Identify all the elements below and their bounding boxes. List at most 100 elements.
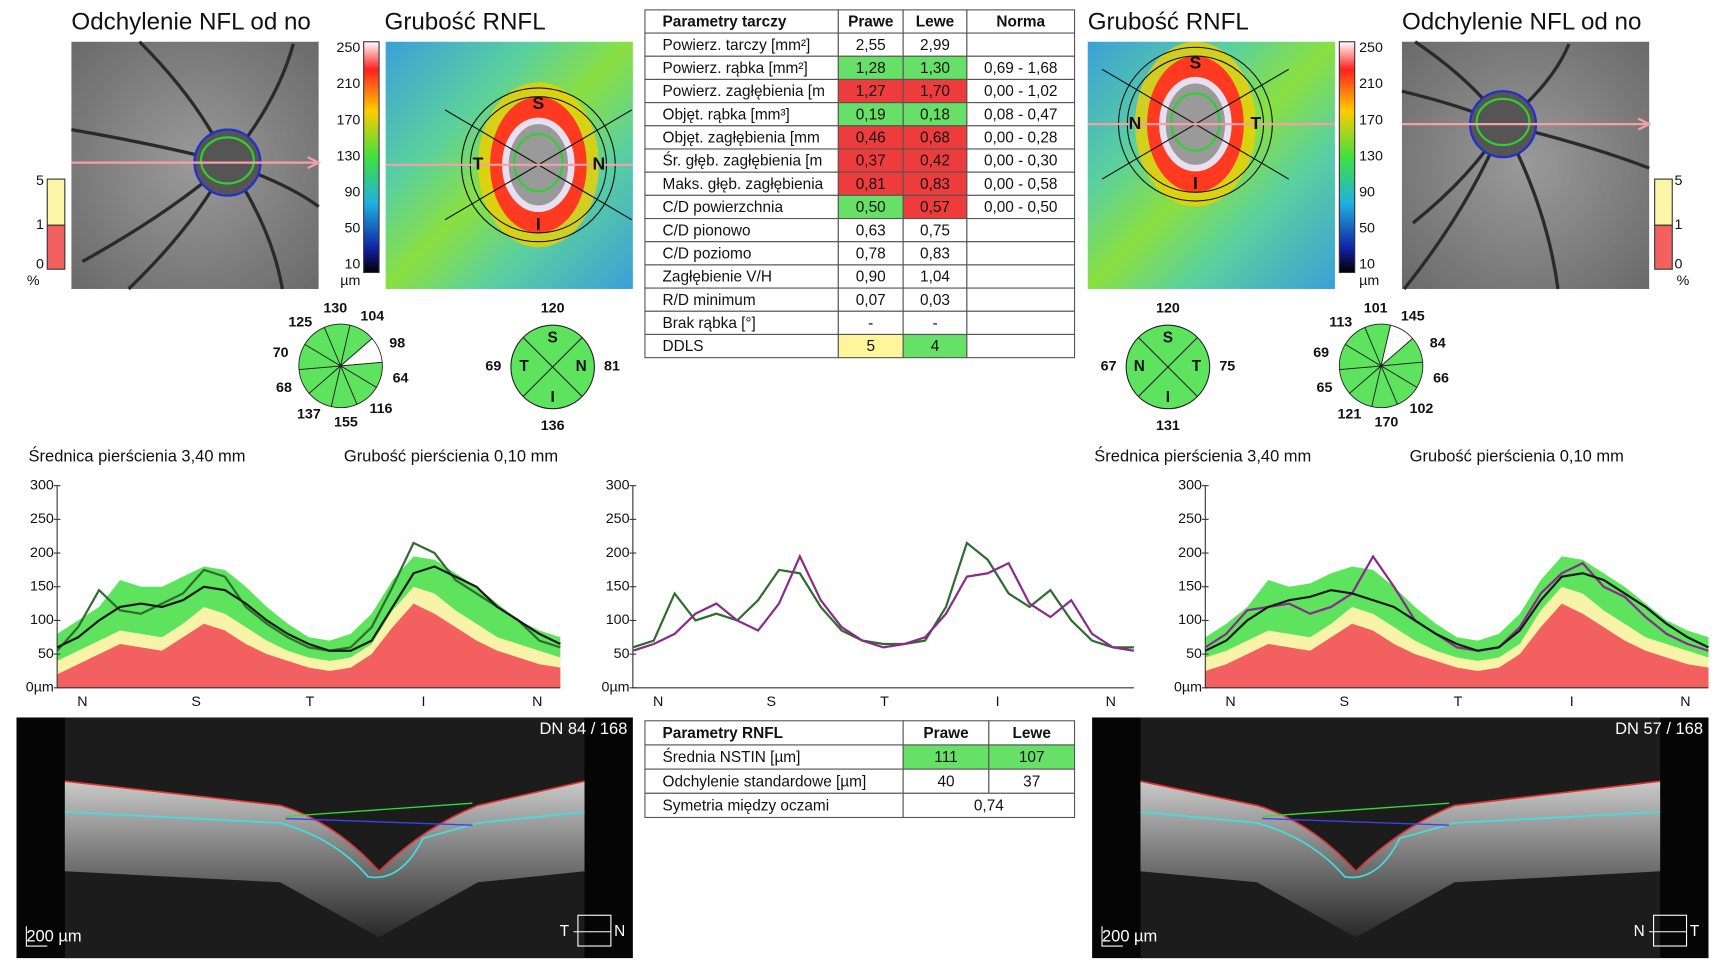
normative-band: [1205, 603, 1709, 688]
table-text: 0,00 - 0,28: [984, 130, 1058, 147]
table-text: Symetria między oczami: [663, 798, 830, 815]
y-tick-label: 100: [30, 612, 54, 628]
x-label: N: [77, 694, 87, 710]
quadrant-value: 67: [1101, 359, 1117, 375]
orientation-box: [1653, 914, 1688, 947]
y-tick-label: 200: [30, 545, 54, 561]
profile-line: [56, 565, 561, 652]
table-text: 1,04: [920, 269, 950, 286]
map-title: Grubość RNFL: [1088, 8, 1249, 35]
clock-value: 121: [1337, 407, 1361, 423]
quadrant-letter: S: [1163, 329, 1173, 346]
clock-value: 116: [369, 401, 392, 417]
dn-label: DN 84 / 168: [539, 720, 627, 738]
x-label: I: [996, 694, 1000, 710]
scan-arrow: [1637, 117, 1652, 131]
table-cell: [966, 264, 1076, 289]
clock-sector: [304, 326, 342, 367]
clock-value: 104: [360, 309, 384, 325]
table-text: 0,37: [856, 153, 886, 170]
table-cell: [966, 32, 1076, 57]
scale-label: 1: [1674, 217, 1682, 233]
scale-unit: µm: [340, 273, 360, 289]
table-text: 0,57: [920, 199, 950, 216]
x-label: I: [422, 694, 426, 710]
profile-line: [1204, 572, 1709, 652]
y-tick-label: 300: [30, 477, 54, 493]
table-text: 0,18: [920, 106, 950, 123]
deviation-red: [1654, 224, 1673, 270]
y-tick-label: 50: [1186, 646, 1202, 662]
table-text: 0,68: [920, 130, 950, 147]
y-tick-label: 300: [1178, 477, 1202, 493]
scale-label: 10: [345, 257, 361, 273]
y-tick-label: 300: [606, 477, 630, 493]
table-text: 0,75: [920, 222, 950, 239]
y-tick-label: 0µm: [602, 680, 630, 696]
table-header: Prawe: [923, 725, 969, 742]
table-text: Powierz. tarczy [mm²]: [663, 37, 811, 54]
profile-line: [1204, 554, 1709, 652]
scale-label: 50: [345, 220, 361, 236]
clock-value: 113: [1329, 315, 1352, 331]
x-label: T: [305, 694, 314, 710]
y-tick-label: 150: [606, 578, 630, 594]
clock-value: 130: [323, 301, 347, 317]
sector-line: [1138, 337, 1198, 397]
x-label: T: [1454, 694, 1463, 710]
table-text: 1,28: [856, 60, 886, 77]
x-label: S: [767, 694, 777, 710]
deviation-yellow: [1654, 178, 1673, 226]
scale-label: 50: [1359, 220, 1375, 236]
cup-line: [1262, 802, 1450, 818]
orientation-label: N: [1634, 923, 1645, 940]
rpe-line: [64, 811, 585, 879]
y-tick-label: 150: [1178, 578, 1202, 594]
map-letter: N: [1129, 113, 1142, 133]
retina-layer: [1140, 781, 1661, 938]
x-label: N: [1106, 694, 1116, 710]
clock-value: 145: [1401, 309, 1425, 325]
cup-outline: [1475, 97, 1531, 147]
quadrant-value: 131: [1156, 418, 1180, 434]
table-text: 2,99: [920, 37, 950, 54]
table-text: 1,70: [920, 83, 950, 100]
scale-label: 170: [337, 112, 361, 128]
table-text: 0,90: [856, 269, 886, 286]
clock-value: 98: [389, 335, 405, 351]
scale-label: 210: [1359, 76, 1383, 92]
table-text: 0,00 - 1,02: [984, 83, 1058, 100]
quadrant-value: 69: [485, 359, 501, 375]
scale-label: 90: [345, 184, 361, 200]
scale-unit: %: [1677, 273, 1690, 289]
map-title: Grubość RNFL: [385, 8, 546, 35]
deviation-red: [46, 224, 66, 270]
deviation-yellow: [46, 178, 66, 226]
x-label: S: [191, 694, 201, 710]
table-text: Objęt. zagłębienia [mm: [663, 130, 820, 147]
table-text: C/D pionowo: [663, 222, 751, 239]
quadrant-letter: I: [1166, 389, 1170, 406]
x-label: I: [1570, 694, 1574, 710]
profile-line: [56, 541, 561, 652]
map-title: Odchylenie NFL od no: [1402, 8, 1641, 35]
table-text: 1,30: [920, 60, 950, 77]
clock-value: 65: [1317, 380, 1333, 396]
table-text: 2,55: [856, 37, 886, 54]
map-letter: I: [536, 214, 541, 234]
scale-label: 10: [1359, 257, 1375, 273]
quadrant-letter: N: [576, 358, 587, 375]
table-text: 0,83: [920, 176, 950, 193]
graph-note: Średnica pierścienia 3,40 mm: [29, 446, 246, 465]
sector-line: [522, 337, 583, 397]
table-cell: [644, 744, 904, 770]
table-cell: [966, 287, 1076, 312]
table-text: Objęt. rąbka [mm³]: [663, 106, 790, 123]
map-letter: I: [1193, 173, 1198, 193]
scale-label: 250: [337, 40, 361, 56]
cup-line: [285, 802, 473, 818]
clock-value: 155: [334, 415, 358, 431]
scale-label: 130: [337, 148, 361, 164]
quadrant-letter: T: [1192, 358, 1202, 375]
